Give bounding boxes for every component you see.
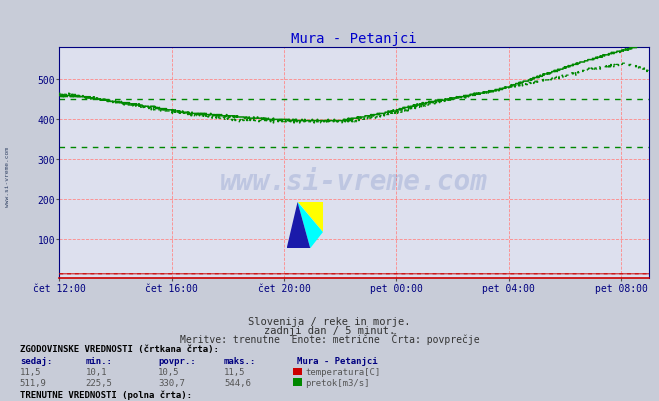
Text: www.si-vreme.com: www.si-vreme.com — [5, 146, 11, 207]
Text: Slovenija / reke in morje.: Slovenija / reke in morje. — [248, 316, 411, 326]
Text: 511,9: 511,9 — [20, 378, 47, 387]
Text: 11,5: 11,5 — [20, 367, 42, 376]
Text: 544,6: 544,6 — [224, 378, 251, 387]
Text: povpr.:: povpr.: — [158, 356, 196, 365]
Text: 10,5: 10,5 — [158, 367, 180, 376]
Text: sedaj:: sedaj: — [20, 356, 52, 365]
Text: zadnji dan / 5 minut.: zadnji dan / 5 minut. — [264, 326, 395, 336]
Polygon shape — [298, 203, 323, 249]
Text: Meritve: trenutne  Enote: metrične  Črta: povprečje: Meritve: trenutne Enote: metrične Črta: … — [180, 332, 479, 344]
Text: 11,5: 11,5 — [224, 367, 246, 376]
Text: temperatura[C]: temperatura[C] — [305, 367, 380, 376]
Text: ZGODOVINSKE VREDNOSTI (črtkana črta):: ZGODOVINSKE VREDNOSTI (črtkana črta): — [20, 344, 219, 353]
Text: 10,1: 10,1 — [86, 367, 107, 376]
Polygon shape — [298, 203, 323, 233]
Text: www.si-vreme.com: www.si-vreme.com — [220, 168, 488, 196]
Text: maks.:: maks.: — [224, 356, 256, 365]
Text: Mura - Petanjci: Mura - Petanjci — [297, 356, 377, 365]
Text: TRENUTNE VREDNOSTI (polna črta):: TRENUTNE VREDNOSTI (polna črta): — [20, 390, 192, 399]
Polygon shape — [287, 203, 310, 249]
Title: Mura - Petanjci: Mura - Petanjci — [291, 32, 417, 46]
Text: min.:: min.: — [86, 356, 113, 365]
Text: pretok[m3/s]: pretok[m3/s] — [305, 378, 370, 387]
Text: 225,5: 225,5 — [86, 378, 113, 387]
Text: 330,7: 330,7 — [158, 378, 185, 387]
